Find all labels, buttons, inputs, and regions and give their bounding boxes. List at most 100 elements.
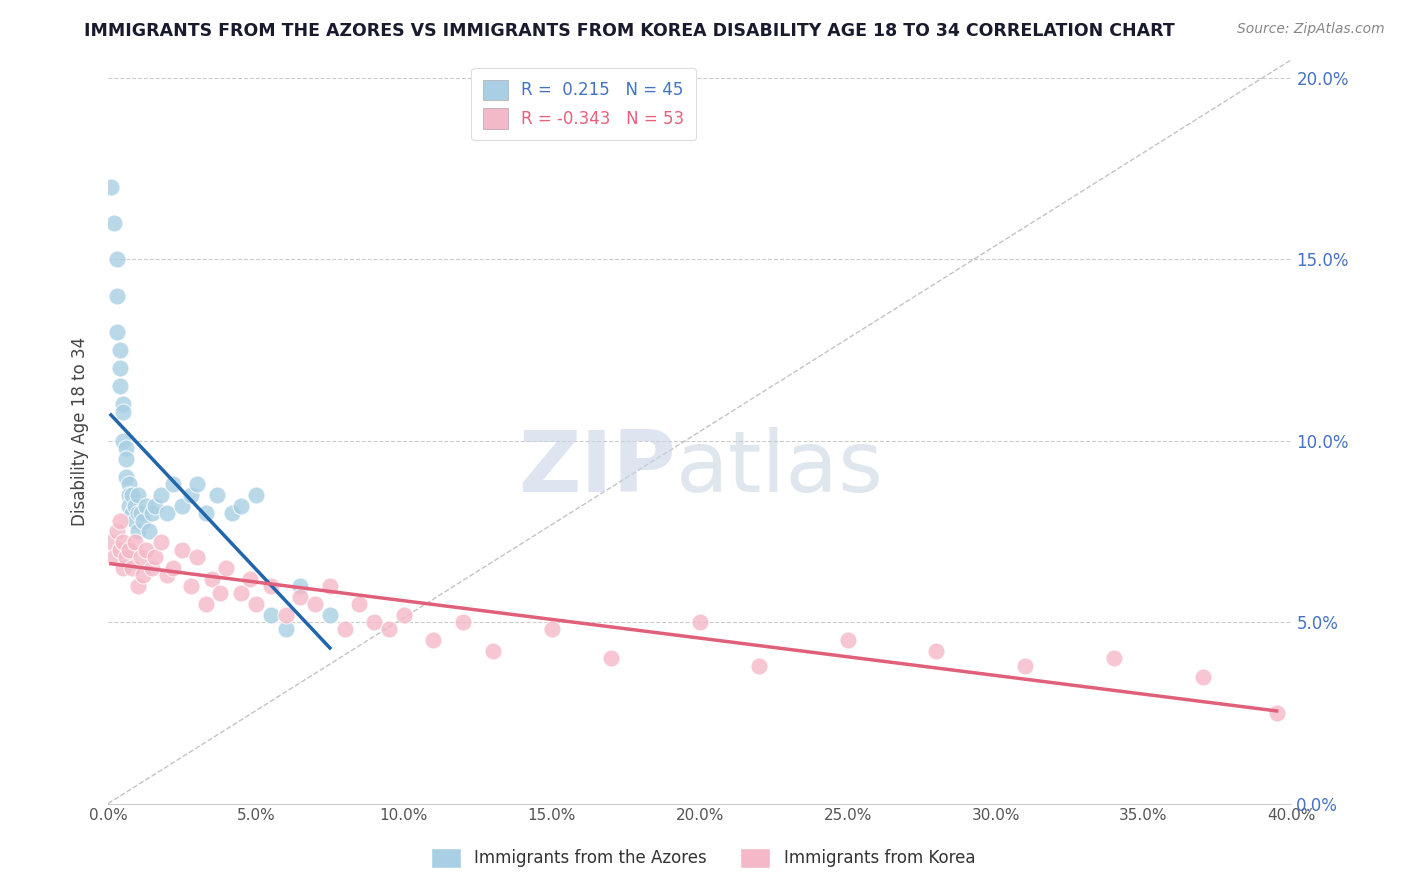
Point bbox=[105, 252, 128, 267]
Legend: R =  0.215   N = 45, R = -0.343   N = 53: R = 0.215 N = 45, R = -0.343 N = 53 bbox=[471, 68, 696, 140]
Point bbox=[186, 477, 208, 491]
Point bbox=[319, 579, 342, 593]
Point bbox=[274, 623, 297, 637]
Point bbox=[170, 499, 193, 513]
Point bbox=[162, 477, 184, 491]
Point bbox=[108, 514, 131, 528]
Point bbox=[180, 488, 202, 502]
Point bbox=[111, 535, 134, 549]
Point bbox=[118, 499, 141, 513]
Point bbox=[127, 524, 149, 539]
Point bbox=[290, 590, 312, 604]
Point bbox=[156, 506, 179, 520]
Point bbox=[150, 488, 173, 502]
Point bbox=[108, 361, 131, 376]
Point bbox=[138, 524, 160, 539]
Point bbox=[127, 506, 149, 520]
Text: IMMIGRANTS FROM THE AZORES VS IMMIGRANTS FROM KOREA DISABILITY AGE 18 TO 34 CORR: IMMIGRANTS FROM THE AZORES VS IMMIGRANTS… bbox=[84, 22, 1175, 40]
Point bbox=[260, 579, 283, 593]
Point bbox=[200, 572, 222, 586]
Point bbox=[274, 607, 297, 622]
Point bbox=[180, 579, 202, 593]
Point bbox=[600, 651, 623, 665]
Point bbox=[245, 488, 267, 502]
Point bbox=[451, 615, 474, 629]
Point bbox=[118, 488, 141, 502]
Point bbox=[135, 542, 157, 557]
Point bbox=[143, 499, 166, 513]
Point bbox=[1014, 658, 1036, 673]
Point bbox=[689, 615, 711, 629]
Point bbox=[239, 572, 262, 586]
Point bbox=[129, 549, 152, 564]
Legend: Immigrants from the Azores, Immigrants from Korea: Immigrants from the Azores, Immigrants f… bbox=[425, 841, 981, 875]
Point bbox=[392, 607, 415, 622]
Point bbox=[194, 597, 217, 611]
Point bbox=[121, 560, 143, 574]
Point bbox=[108, 542, 131, 557]
Point bbox=[141, 506, 163, 520]
Point bbox=[105, 524, 128, 539]
Point bbox=[127, 488, 149, 502]
Y-axis label: Disability Age 18 to 34: Disability Age 18 to 34 bbox=[72, 337, 89, 526]
Point bbox=[111, 404, 134, 418]
Point bbox=[319, 607, 342, 622]
Text: atlas: atlas bbox=[676, 427, 884, 510]
Point bbox=[118, 477, 141, 491]
Point bbox=[925, 644, 948, 658]
Text: ZIP: ZIP bbox=[519, 427, 676, 510]
Point bbox=[141, 560, 163, 574]
Point bbox=[111, 434, 134, 448]
Point bbox=[186, 549, 208, 564]
Point bbox=[245, 597, 267, 611]
Point bbox=[363, 615, 385, 629]
Point bbox=[422, 633, 444, 648]
Point bbox=[111, 397, 134, 411]
Point bbox=[114, 470, 136, 484]
Text: Source: ZipAtlas.com: Source: ZipAtlas.com bbox=[1237, 22, 1385, 37]
Point bbox=[132, 568, 155, 582]
Point bbox=[378, 623, 401, 637]
Point bbox=[111, 560, 134, 574]
Point bbox=[1102, 651, 1125, 665]
Point bbox=[105, 288, 128, 302]
Point bbox=[290, 579, 312, 593]
Point bbox=[333, 623, 356, 637]
Point bbox=[150, 535, 173, 549]
Point bbox=[103, 216, 125, 230]
Point bbox=[156, 568, 179, 582]
Point bbox=[481, 644, 503, 658]
Point bbox=[215, 560, 238, 574]
Point bbox=[114, 549, 136, 564]
Point bbox=[162, 560, 184, 574]
Point bbox=[304, 597, 326, 611]
Point bbox=[837, 633, 859, 648]
Point bbox=[118, 542, 141, 557]
Point bbox=[124, 514, 146, 528]
Point bbox=[1265, 706, 1288, 720]
Point bbox=[108, 343, 131, 357]
Point bbox=[124, 535, 146, 549]
Point bbox=[124, 499, 146, 513]
Point bbox=[207, 488, 229, 502]
Point bbox=[114, 451, 136, 466]
Point bbox=[100, 179, 122, 194]
Point bbox=[143, 549, 166, 564]
Point bbox=[260, 607, 283, 622]
Point bbox=[108, 379, 131, 393]
Point bbox=[231, 586, 253, 600]
Point bbox=[103, 549, 125, 564]
Point bbox=[132, 514, 155, 528]
Point bbox=[748, 658, 770, 673]
Point bbox=[105, 325, 128, 339]
Point bbox=[127, 579, 149, 593]
Point bbox=[1191, 670, 1213, 684]
Point bbox=[221, 506, 243, 520]
Point bbox=[349, 597, 371, 611]
Point bbox=[121, 506, 143, 520]
Point bbox=[170, 542, 193, 557]
Point bbox=[121, 488, 143, 502]
Point bbox=[129, 506, 152, 520]
Point bbox=[231, 499, 253, 513]
Point bbox=[209, 586, 232, 600]
